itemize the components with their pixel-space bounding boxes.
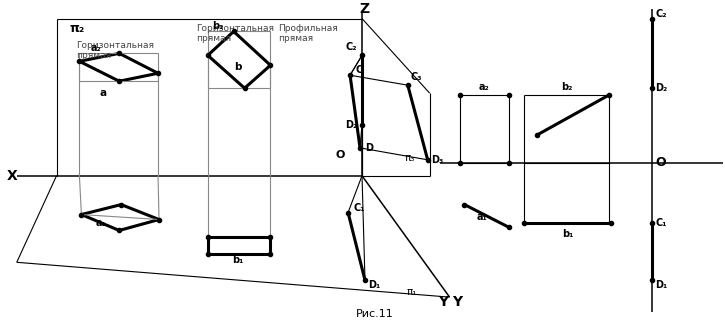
Text: a₁: a₁ bbox=[96, 217, 107, 228]
Text: C₁: C₁ bbox=[353, 203, 365, 213]
Text: C₃: C₃ bbox=[411, 72, 422, 82]
Text: a: a bbox=[100, 88, 107, 98]
Text: π₃: π₃ bbox=[405, 153, 415, 163]
Text: D₃: D₃ bbox=[431, 155, 443, 165]
Text: Горизонтальная: Горизонтальная bbox=[196, 24, 274, 33]
Text: D: D bbox=[365, 143, 373, 153]
Text: C: C bbox=[355, 65, 362, 75]
Text: прямая: прямая bbox=[76, 51, 112, 60]
Text: a₂: a₂ bbox=[479, 82, 490, 92]
Text: Y: Y bbox=[438, 295, 448, 309]
Text: O: O bbox=[336, 150, 345, 160]
Text: b₁: b₁ bbox=[562, 230, 573, 240]
Text: O: O bbox=[655, 156, 666, 169]
Text: b₁: b₁ bbox=[232, 255, 244, 265]
Text: Z: Z bbox=[359, 2, 369, 15]
Text: Горизонтальная: Горизонтальная bbox=[76, 41, 154, 50]
Text: a₁: a₁ bbox=[476, 212, 487, 222]
Text: a₂: a₂ bbox=[91, 43, 102, 53]
Text: прямая: прямая bbox=[278, 34, 313, 43]
Text: b₂: b₂ bbox=[560, 82, 572, 92]
Text: C₂: C₂ bbox=[655, 9, 667, 19]
Text: C₂: C₂ bbox=[346, 43, 357, 52]
Text: b₂: b₂ bbox=[212, 22, 223, 32]
Text: D₂: D₂ bbox=[655, 83, 668, 93]
Text: b: b bbox=[234, 62, 241, 72]
Text: Рис.11: Рис.11 bbox=[356, 309, 394, 319]
Text: Y: Y bbox=[452, 295, 463, 309]
Text: D₂: D₂ bbox=[345, 120, 357, 130]
Text: D₁: D₁ bbox=[655, 280, 668, 290]
Text: π₁: π₁ bbox=[407, 287, 418, 297]
Text: D₁: D₁ bbox=[368, 280, 380, 290]
Text: X: X bbox=[7, 169, 17, 183]
Text: прямая: прямая bbox=[196, 34, 231, 43]
Text: π₂: π₂ bbox=[70, 22, 85, 35]
Text: Профильная: Профильная bbox=[278, 24, 338, 33]
Text: C₁: C₁ bbox=[655, 217, 667, 228]
